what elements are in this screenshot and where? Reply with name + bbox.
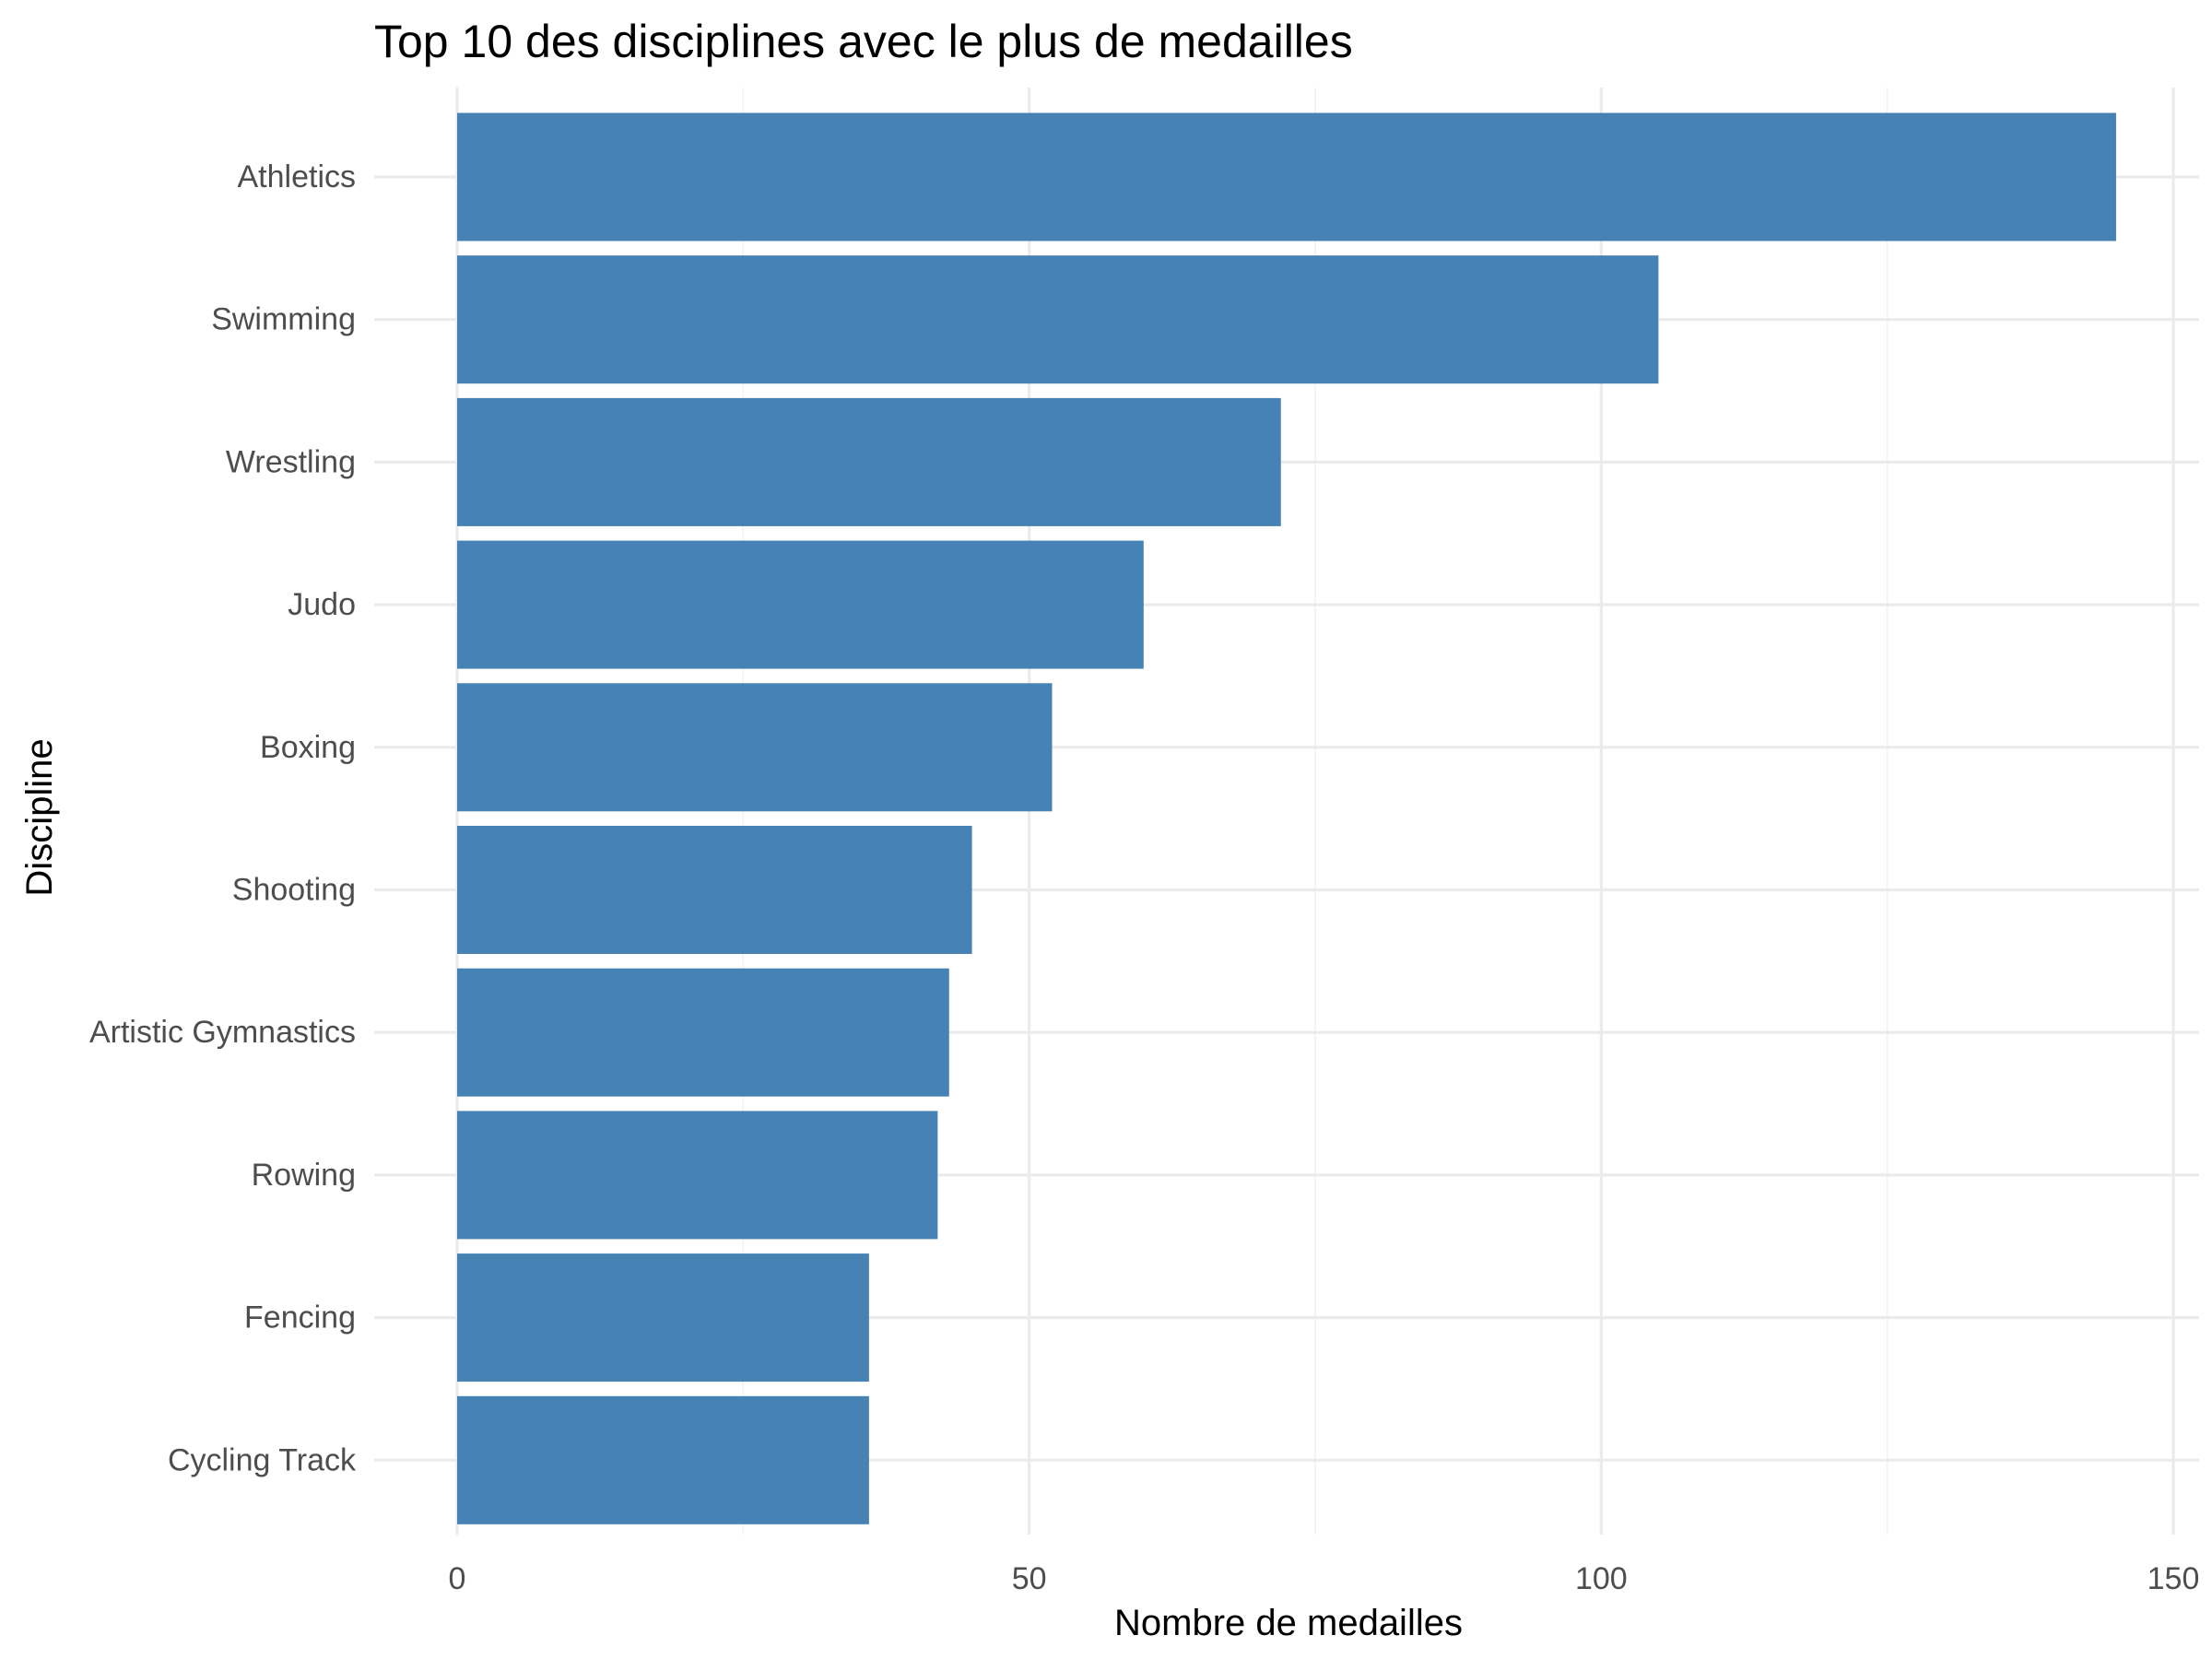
- x-tick-label: 150: [2147, 1561, 2200, 1596]
- y-tick-label: Cycling Track: [168, 1442, 357, 1477]
- bar: [457, 255, 1659, 384]
- x-tick-label: 50: [1012, 1561, 1047, 1596]
- chart-title: Top 10 des disciplines avec le plus de m…: [374, 16, 1353, 67]
- y-tick-label: Judo: [288, 587, 356, 622]
- y-tick-label: Swimming: [211, 302, 356, 337]
- y-tick-label: Artistic Gymnastics: [89, 1015, 356, 1050]
- x-axis-title: Nombre de medailles: [1114, 1603, 1463, 1643]
- y-tick-label: Rowing: [252, 1158, 356, 1193]
- bar: [457, 683, 1053, 812]
- bar: [457, 1253, 869, 1382]
- bar: [457, 1111, 938, 1240]
- y-tick-label: Athletics: [238, 159, 357, 194]
- bar: [457, 397, 1281, 526]
- y-axis-tick-labels: Athletics Swimming Wrestling Judo Boxing Shoo…: [89, 159, 357, 1477]
- y-tick-label: Shooting: [232, 873, 356, 908]
- x-axis-tick-labels: 0 50 100 150: [449, 1561, 2200, 1596]
- x-tick-label: 100: [1575, 1561, 1628, 1596]
- bar: [457, 540, 1144, 669]
- bar: [457, 112, 2116, 241]
- bar: [457, 1395, 869, 1524]
- bar: [457, 968, 949, 1097]
- y-tick-label: Wrestling: [226, 444, 356, 479]
- bars: [457, 112, 2116, 1524]
- x-tick-label: 0: [449, 1561, 466, 1596]
- y-tick-label: Fencing: [244, 1300, 356, 1335]
- bar: [457, 826, 972, 954]
- y-axis-title: Discipline: [19, 738, 60, 896]
- y-tick-label: Boxing: [260, 730, 356, 765]
